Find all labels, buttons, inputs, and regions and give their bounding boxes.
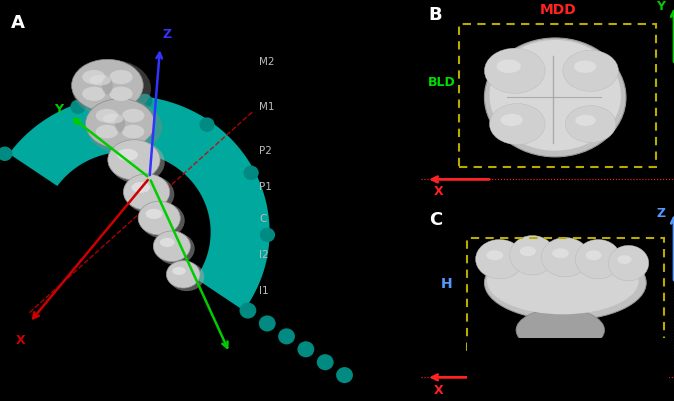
Text: B: B: [429, 6, 442, 24]
Ellipse shape: [516, 309, 605, 352]
Text: P2: P2: [259, 146, 272, 155]
Ellipse shape: [140, 203, 185, 239]
Ellipse shape: [576, 115, 596, 127]
Ellipse shape: [574, 61, 596, 74]
Ellipse shape: [122, 109, 144, 123]
Circle shape: [0, 147, 12, 162]
Ellipse shape: [109, 71, 133, 85]
Ellipse shape: [82, 87, 105, 102]
Ellipse shape: [72, 61, 151, 118]
Ellipse shape: [122, 126, 144, 139]
Text: H: H: [441, 276, 452, 290]
Text: A: A: [11, 14, 24, 32]
Ellipse shape: [173, 267, 186, 275]
Polygon shape: [195, 279, 340, 375]
Ellipse shape: [115, 115, 125, 133]
Ellipse shape: [476, 240, 524, 279]
Circle shape: [297, 341, 314, 357]
Bar: [466, 338, 669, 401]
Ellipse shape: [138, 202, 181, 235]
Circle shape: [259, 316, 276, 332]
Circle shape: [239, 303, 256, 319]
Ellipse shape: [86, 100, 162, 155]
Ellipse shape: [608, 246, 648, 281]
Text: I2: I2: [259, 250, 269, 259]
Ellipse shape: [485, 49, 545, 94]
Ellipse shape: [90, 76, 111, 86]
Bar: [459, 24, 656, 168]
Circle shape: [70, 100, 86, 115]
Ellipse shape: [102, 114, 123, 124]
Text: X: X: [434, 383, 443, 396]
Ellipse shape: [117, 150, 138, 162]
Text: P1: P1: [259, 182, 272, 191]
Ellipse shape: [71, 60, 144, 112]
Text: C: C: [259, 214, 266, 223]
Ellipse shape: [102, 77, 113, 95]
Ellipse shape: [510, 236, 555, 275]
Text: MDD: MDD: [539, 3, 576, 17]
Ellipse shape: [485, 246, 646, 320]
Ellipse shape: [125, 176, 175, 214]
Ellipse shape: [153, 231, 190, 262]
Ellipse shape: [586, 251, 602, 261]
Ellipse shape: [485, 39, 626, 158]
Text: X: X: [434, 184, 443, 197]
Ellipse shape: [166, 261, 200, 288]
Circle shape: [137, 94, 152, 109]
Text: BLD: BLD: [427, 75, 456, 88]
Ellipse shape: [160, 238, 175, 247]
Ellipse shape: [489, 41, 621, 151]
Circle shape: [243, 166, 259, 180]
Ellipse shape: [86, 99, 154, 149]
Text: X: X: [16, 333, 26, 346]
Ellipse shape: [617, 255, 632, 264]
Ellipse shape: [497, 60, 521, 74]
Text: Y: Y: [54, 102, 63, 115]
Ellipse shape: [487, 251, 503, 261]
Ellipse shape: [108, 140, 160, 180]
Circle shape: [200, 118, 214, 133]
Ellipse shape: [96, 109, 118, 123]
Ellipse shape: [169, 263, 204, 292]
Text: M2: M2: [259, 57, 274, 67]
Ellipse shape: [520, 247, 536, 257]
Ellipse shape: [109, 87, 133, 102]
Ellipse shape: [576, 240, 621, 279]
Ellipse shape: [82, 71, 105, 85]
Circle shape: [317, 354, 334, 370]
Bar: [466, 238, 664, 352]
Text: Z: Z: [656, 207, 665, 219]
Ellipse shape: [563, 51, 619, 92]
Circle shape: [260, 228, 275, 243]
Text: M1: M1: [259, 101, 274, 111]
Polygon shape: [0, 85, 57, 186]
Ellipse shape: [123, 174, 170, 211]
Text: Y: Y: [656, 0, 665, 13]
Ellipse shape: [489, 104, 545, 145]
Circle shape: [336, 367, 353, 383]
Ellipse shape: [565, 106, 616, 143]
Ellipse shape: [487, 248, 639, 314]
Ellipse shape: [552, 249, 569, 259]
Circle shape: [278, 328, 295, 344]
Text: I1: I1: [259, 286, 269, 296]
Text: Z: Z: [162, 28, 171, 41]
Polygon shape: [9, 96, 270, 311]
Text: C: C: [429, 211, 442, 228]
Ellipse shape: [96, 126, 118, 139]
Ellipse shape: [541, 238, 589, 277]
Ellipse shape: [156, 233, 195, 265]
Ellipse shape: [110, 142, 164, 184]
Ellipse shape: [131, 182, 150, 193]
Ellipse shape: [146, 209, 162, 219]
Ellipse shape: [501, 115, 523, 127]
